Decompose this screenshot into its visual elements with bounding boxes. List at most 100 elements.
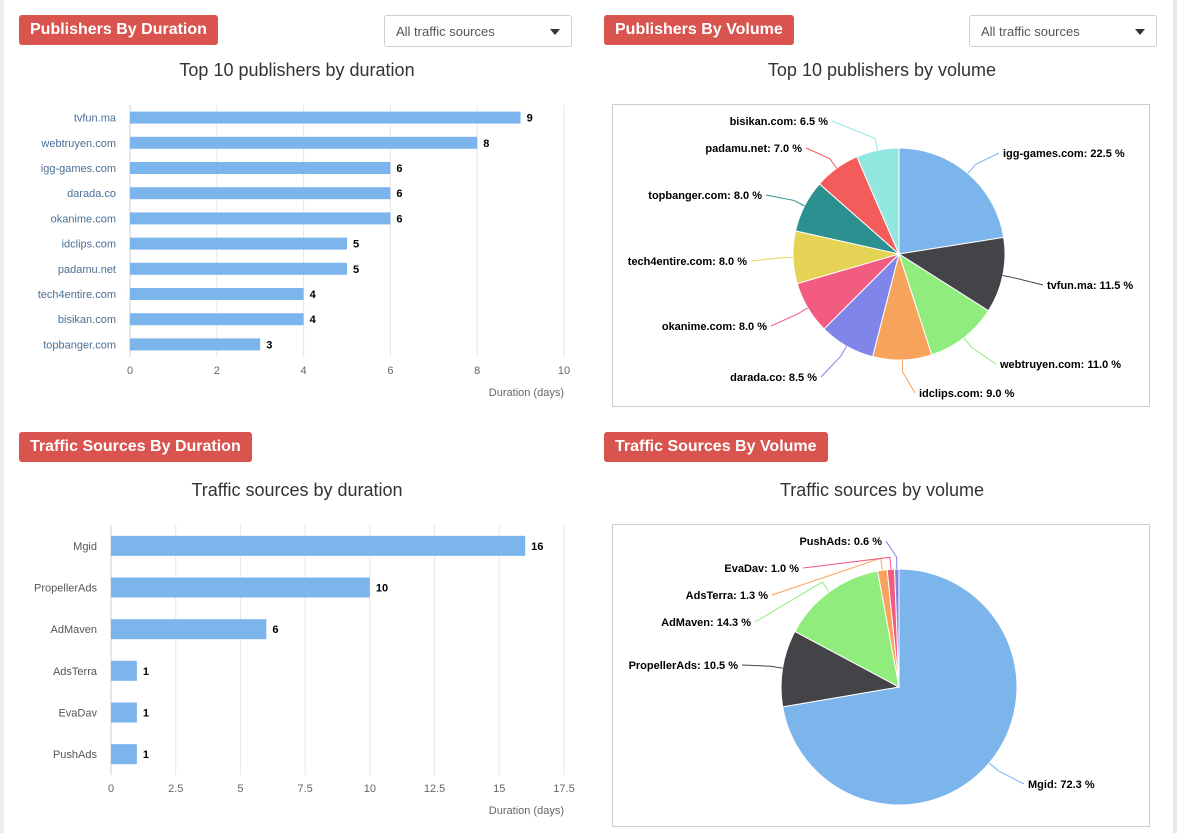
- pie-slice: [898, 147, 1005, 255]
- data-label: 9: [527, 113, 533, 125]
- connector-line: [741, 664, 783, 669]
- slice-label: idclips.com: 9.0 %: [919, 388, 1015, 400]
- traffic-sources-by-volume-badge: Traffic Sources By Volume: [604, 432, 828, 462]
- connector-line: [820, 345, 847, 378]
- y-category-label: AdMaven: [51, 624, 97, 636]
- y-category-label: PushAds: [53, 749, 98, 761]
- connector-line: [885, 540, 898, 570]
- data-label: 4: [310, 314, 317, 326]
- bar: [111, 744, 137, 765]
- bar: [111, 619, 267, 640]
- x-axis-label: Duration (days): [489, 805, 564, 817]
- connector-line: [765, 194, 805, 207]
- dropdown-value: All traffic sources: [981, 24, 1080, 39]
- data-label: 6: [396, 163, 402, 175]
- data-label: 1: [143, 666, 149, 678]
- slice-label: topbanger.com: 8.0 %: [648, 190, 762, 202]
- chart-title-sources-volume: Traffic sources by volume: [779, 480, 985, 500]
- bar: [130, 187, 391, 200]
- x-tick-label: 0: [108, 783, 114, 795]
- data-label: 6: [272, 624, 278, 636]
- y-category-label: EvaDav: [58, 708, 97, 720]
- connector-line: [750, 256, 794, 262]
- traffic-sources-by-duration-badge: Traffic Sources By Duration: [19, 432, 252, 462]
- data-label: 6: [396, 188, 402, 200]
- y-category-label: okanime.com: [51, 213, 116, 225]
- publishers-duration-bar-chart: 0 2 4 6 8 10 tvfun.ma 9 webtruyen.com 8 igg-games.…: [38, 105, 570, 399]
- x-tick-label: 15: [493, 783, 505, 795]
- data-label: 5: [353, 264, 359, 276]
- publishers-duration-source-dropdown[interactable]: All traffic sources: [384, 15, 572, 47]
- data-label: 4: [310, 289, 317, 301]
- data-label: 1: [143, 708, 149, 720]
- y-category-label: padamu.net: [58, 264, 116, 276]
- chart-title-publishers-volume: Top 10 publishers by volume: [767, 60, 997, 80]
- caret-down-icon: [550, 29, 560, 35]
- slice-label: igg-games.com: 22.5 %: [1003, 148, 1125, 160]
- y-category-label: PropellerAds: [34, 583, 97, 595]
- slice-label: okanime.com: 8.0 %: [662, 321, 767, 333]
- y-category-label: AdsTerra: [53, 666, 98, 678]
- caret-down-icon: [1135, 29, 1145, 35]
- slice-label: AdMaven: 14.3 %: [661, 617, 751, 629]
- x-tick-label: 6: [387, 365, 393, 377]
- publishers-volume-pie-chart: igg-games.com: 22.5 % tvfun.ma: 11.5 % web…: [612, 104, 1150, 407]
- chart-title-publishers-duration: Top 10 publishers by duration: [179, 60, 415, 80]
- data-label: 1: [143, 749, 149, 761]
- right-border: [1173, 0, 1177, 833]
- bar: [130, 136, 478, 149]
- connector-line: [754, 581, 830, 623]
- y-category-label: igg-games.com: [41, 163, 116, 175]
- y-category-label: darada.co: [67, 188, 116, 200]
- bar: [130, 111, 521, 124]
- y-category-label: Mgid: [73, 541, 97, 553]
- data-label: 6: [396, 213, 402, 225]
- data-label: 3: [266, 339, 272, 351]
- data-label: 5: [353, 239, 359, 251]
- publishers-by-volume-badge: Publishers By Volume: [604, 15, 794, 45]
- bar: [130, 212, 391, 225]
- connector-line: [1002, 275, 1044, 286]
- x-tick-label: 2: [214, 365, 220, 377]
- y-category-label: bisikan.com: [58, 314, 116, 326]
- slice-label: PropellerAds: 10.5 %: [629, 660, 739, 672]
- slice-label: tvfun.ma: 11.5 %: [1047, 280, 1133, 292]
- x-tick-label: 8: [474, 365, 480, 377]
- x-tick-label: 5: [237, 783, 243, 795]
- pie-slice: [794, 570, 900, 688]
- x-tick-label: 17.5: [553, 783, 574, 795]
- data-label: 8: [483, 138, 489, 150]
- connector-line: [988, 762, 1025, 785]
- x-tick-label: 10: [364, 783, 376, 795]
- y-category-label: topbanger.com: [43, 339, 116, 351]
- chart-title-sources-duration: Traffic sources by duration: [191, 480, 403, 500]
- connector-line: [963, 337, 997, 365]
- x-tick-label: 2.5: [168, 783, 183, 795]
- connector-line: [967, 152, 1000, 174]
- connector-line: [831, 120, 878, 151]
- pie-slice: [898, 252, 990, 356]
- x-tick-label: 4: [301, 365, 307, 377]
- y-category-label: tvfun.ma: [74, 113, 117, 125]
- left-border: [0, 0, 4, 833]
- x-axis-label: Duration (days): [489, 387, 564, 399]
- slice-label: Mgid: 72.3 %: [1028, 779, 1095, 791]
- slice-label: darada.co: 8.5 %: [730, 372, 817, 384]
- bar: [111, 660, 137, 681]
- y-category-label: tech4entire.com: [38, 289, 116, 301]
- y-category-label: webtruyen.com: [40, 138, 116, 150]
- slice-label: PushAds: 0.6 %: [799, 536, 882, 548]
- x-tick-label: 12.5: [424, 783, 445, 795]
- connector-line: [805, 147, 838, 169]
- bar: [130, 338, 261, 351]
- publishers-volume-source-dropdown[interactable]: All traffic sources: [969, 15, 1157, 47]
- bar: [130, 237, 347, 250]
- slice-label: webtruyen.com: 11.0 %: [999, 359, 1121, 371]
- pie-slice: [780, 630, 901, 708]
- connector-line: [802, 556, 892, 570]
- connector-line: [901, 359, 916, 394]
- bar: [130, 313, 304, 326]
- bar: [111, 535, 526, 556]
- connector-line: [770, 307, 809, 327]
